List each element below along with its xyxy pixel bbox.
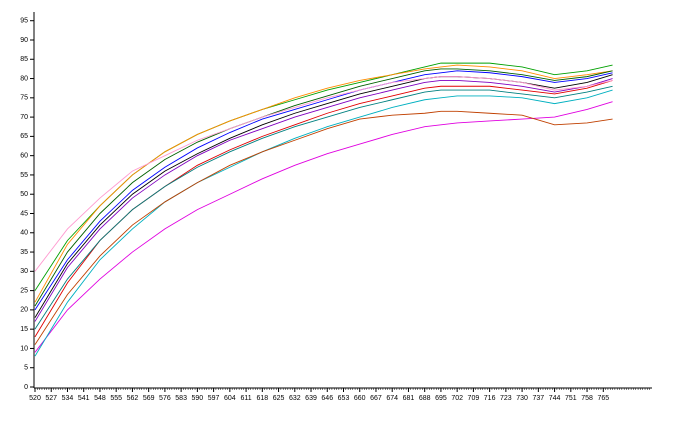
series-line [34, 70, 613, 311]
x-tick-label: 534 [62, 395, 74, 402]
y-tick-label: 80 [20, 75, 28, 82]
y-tick-label: 60 [20, 153, 28, 160]
y-tick-label: 30 [20, 268, 28, 275]
y-tick-label: 65 [20, 133, 28, 140]
y-tick-label: 25 [20, 287, 28, 294]
x-tick-label: 765 [597, 395, 609, 402]
x-tick-label: 688 [419, 395, 431, 402]
series-line [34, 76, 613, 272]
x-tick-label: 646 [321, 395, 333, 402]
x-tick-label: 653 [338, 395, 350, 402]
x-tick-label: 639 [305, 395, 317, 402]
series-line [34, 78, 613, 322]
x-tick-label: 583 [175, 395, 187, 402]
y-tick-label: 45 [20, 210, 28, 217]
x-tick-label: 625 [273, 395, 285, 402]
x-tick-label: 576 [159, 395, 171, 402]
x-tick-label: 695 [435, 395, 447, 402]
x-tick-label: 527 [45, 395, 57, 402]
y-tick-label: 40 [20, 230, 28, 237]
x-tick-label: 597 [208, 395, 220, 402]
x-tick-label: 744 [549, 395, 561, 402]
x-tick-label: 723 [500, 395, 512, 402]
y-tick-label: 5 [24, 365, 28, 372]
series-line [34, 85, 613, 330]
y-tick-label: 15 [20, 326, 28, 333]
series-line [34, 110, 613, 345]
series-line [34, 89, 613, 357]
x-tick-label: 541 [78, 395, 90, 402]
x-tick-label: 702 [451, 395, 463, 402]
y-tick-label: 35 [20, 249, 28, 256]
y-tick-label: 55 [20, 172, 28, 179]
series-line [34, 68, 613, 307]
x-tick-label: 590 [192, 395, 204, 402]
y-tick-label: 95 [20, 18, 28, 25]
x-tick-label: 709 [468, 395, 480, 402]
y-tick-label: 75 [20, 95, 28, 102]
x-tick-label: 562 [127, 395, 139, 402]
y-tick-label: 70 [20, 114, 28, 121]
x-tick-label: 632 [289, 395, 301, 402]
x-tick-label: 667 [370, 395, 382, 402]
x-tick-label: 618 [256, 395, 268, 402]
x-tick-label: 604 [224, 395, 236, 402]
y-tick-label: 10 [20, 345, 28, 352]
y-tick-label: 20 [20, 307, 28, 314]
y-tick-label: 50 [20, 191, 28, 198]
x-tick-label: 569 [143, 395, 155, 402]
x-tick-label: 555 [110, 395, 122, 402]
series-line [34, 74, 613, 318]
series-line [34, 101, 613, 353]
series-line [34, 64, 613, 303]
x-tick-label: 520 [29, 395, 41, 402]
x-tick-label: 611 [240, 395, 251, 402]
x-tick-label: 758 [581, 395, 593, 402]
x-tick-label: 737 [532, 395, 544, 402]
x-tick-label: 730 [516, 395, 528, 402]
x-tick-label: 751 [565, 395, 577, 402]
x-tick-label: 674 [386, 395, 398, 402]
y-tick-label: 85 [20, 56, 28, 63]
x-tick-label: 548 [94, 395, 106, 402]
y-tick-label: 90 [20, 37, 28, 44]
x-tick-label: 716 [484, 395, 496, 402]
y-tick-label: 0 [24, 384, 28, 391]
x-tick-label: 660 [354, 395, 366, 402]
x-tick-label: 681 [403, 395, 415, 402]
